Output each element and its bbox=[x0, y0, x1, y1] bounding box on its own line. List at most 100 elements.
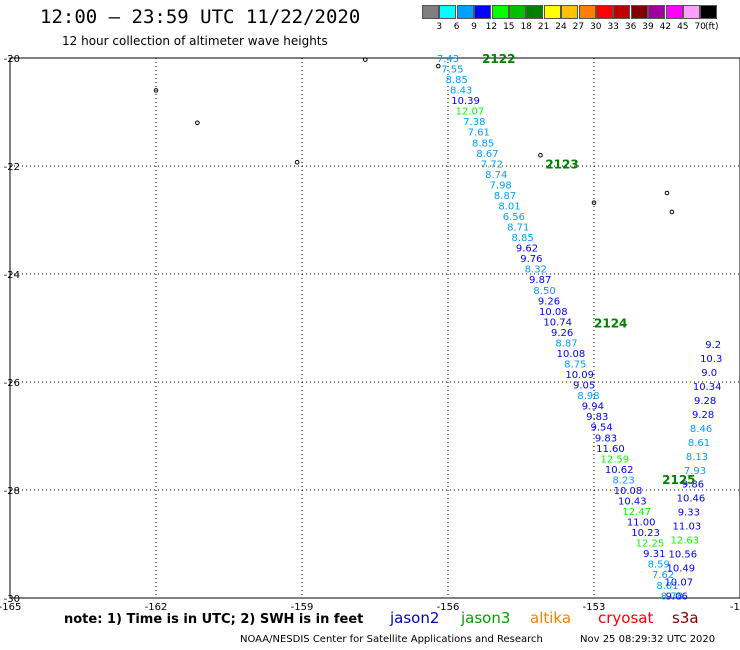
track-label: 2125 bbox=[662, 473, 695, 487]
wave-height-label: 12.63 bbox=[671, 536, 700, 547]
wave-height-label: 10.09 bbox=[565, 370, 594, 381]
wave-height-label: 9.0 bbox=[701, 368, 717, 379]
wave-height-label: 10.34 bbox=[693, 382, 722, 393]
x-tick-label: -165 bbox=[0, 602, 21, 613]
legend-swatch bbox=[491, 5, 509, 19]
y-tick-label: -20 bbox=[4, 54, 20, 65]
wave-height-label: 8.85 bbox=[472, 138, 494, 149]
legend-swatch bbox=[648, 5, 666, 19]
wave-height-label: 8.85 bbox=[511, 233, 533, 244]
legend-label: 24 bbox=[555, 22, 567, 32]
legend-label: 9 bbox=[471, 22, 477, 32]
legend-label: 36 bbox=[624, 22, 637, 32]
wave-height-label: 8.01 bbox=[656, 581, 678, 592]
wave-height-label: 7.93 bbox=[684, 466, 706, 477]
wave-height-label: 7.61 bbox=[468, 128, 490, 139]
legend-swatch bbox=[422, 5, 439, 19]
wave-height-label: 9.76 bbox=[520, 254, 542, 265]
wave-height-label: 8.59 bbox=[648, 560, 670, 571]
wave-height-label: 8.85 bbox=[446, 75, 468, 86]
wave-height-label: 9.83 bbox=[586, 412, 608, 423]
wave-height-label: 9.54 bbox=[591, 423, 613, 434]
wave-height-label: 12.59 bbox=[600, 454, 629, 465]
wave-height-label: 9.87 bbox=[529, 275, 551, 286]
wave-height-label: 7.38 bbox=[463, 117, 485, 128]
wave-height-label: 10.43 bbox=[618, 496, 647, 507]
island-marker bbox=[538, 152, 543, 158]
x-tick-label: -15( bbox=[730, 602, 740, 613]
legend-label: 12 bbox=[485, 22, 498, 32]
wave-height-label: 12.47 bbox=[622, 507, 651, 518]
wave-height-label: 8.46 bbox=[690, 424, 712, 435]
satellite-cryosat: cryosat bbox=[598, 609, 654, 627]
wave-height-label: 8.50 bbox=[533, 286, 555, 297]
legend-unit: (ft) bbox=[705, 22, 719, 32]
wave-height-label: 10.74 bbox=[543, 317, 572, 328]
wave-height-label: 9.62 bbox=[516, 244, 538, 255]
wave-height-label: 9.28 bbox=[692, 410, 714, 421]
island-marker bbox=[591, 200, 597, 206]
satellite-altika: altika bbox=[530, 609, 572, 627]
x-tick-label: -156 bbox=[437, 602, 460, 613]
legend-swatch bbox=[526, 5, 544, 19]
island-marker bbox=[435, 63, 441, 69]
wave-height-label: 8.78 bbox=[661, 591, 683, 602]
wave-height-label: 11.03 bbox=[673, 522, 702, 533]
legend-swatch bbox=[456, 5, 474, 19]
wave-height-label: 9.86 bbox=[682, 480, 704, 491]
wave-height-label: 7.55 bbox=[441, 65, 463, 76]
legend-label: 21 bbox=[537, 22, 550, 32]
generated-timestamp: Nov 25 08:29:32 UTC 2020 bbox=[580, 634, 716, 645]
wave-height-label: 7.72 bbox=[481, 159, 503, 170]
legend-swatch bbox=[700, 5, 718, 19]
wave-height-label: 10.08 bbox=[614, 486, 643, 497]
footer-note: note: 1) Time is in UTC; 2) SWH is in fe… bbox=[64, 612, 364, 627]
wave-height-label: 12.25 bbox=[636, 539, 665, 550]
wave-height-label: 9.26 bbox=[538, 296, 560, 307]
wave-height-label: 8.87 bbox=[494, 191, 516, 202]
wave-height-label: 8.75 bbox=[564, 360, 586, 371]
island-marker bbox=[669, 209, 675, 215]
legend-swatch bbox=[578, 5, 596, 19]
track-label: 2122 bbox=[482, 52, 515, 66]
wave-height-label: 9.94 bbox=[582, 402, 604, 413]
wave-height-label: 8.98 bbox=[577, 391, 599, 402]
wave-height-label: 9.28 bbox=[694, 396, 716, 407]
wave-height-label: 12.07 bbox=[456, 107, 485, 118]
legend-label: 33 bbox=[607, 22, 619, 32]
wave-height-label: 10.23 bbox=[631, 528, 660, 539]
legend-label: 3 bbox=[436, 22, 443, 32]
wave-height-label: 8.71 bbox=[507, 223, 529, 234]
wave-height-label: 8.67 bbox=[476, 149, 498, 160]
satellite-jason3: jason3 bbox=[461, 609, 511, 627]
legend-label: 70 bbox=[694, 22, 706, 32]
wave-height-label: 10.08 bbox=[557, 349, 586, 360]
wave-height-label: 8.61 bbox=[688, 438, 710, 449]
legend-swatch bbox=[630, 5, 648, 19]
wave-height-label: 10.08 bbox=[539, 307, 568, 318]
y-tick-label: -28 bbox=[4, 486, 20, 497]
legend-swatch bbox=[665, 5, 683, 19]
wave-height-label: 10.62 bbox=[605, 465, 634, 476]
y-tick-label: -24 bbox=[4, 270, 20, 281]
legend-label: 15 bbox=[503, 22, 515, 32]
page-title: 12:00 – 23:59 UTC 11/22/2020 bbox=[40, 6, 361, 28]
y-tick-label: -26 bbox=[4, 378, 20, 389]
wave-height-label: 10.46 bbox=[677, 494, 706, 505]
wave-height-label: 11.00 bbox=[627, 518, 656, 529]
wave-height-label: 9.05 bbox=[573, 381, 595, 392]
wave-height-label: 6.56 bbox=[503, 212, 525, 223]
legend-swatch bbox=[474, 5, 492, 19]
credit-line: NOAA/NESDIS Center for Satellite Applica… bbox=[240, 634, 543, 645]
legend-swatch bbox=[561, 5, 579, 19]
wave-height-label: 7.43 bbox=[437, 54, 459, 65]
wave-height-label: 11.60 bbox=[596, 444, 625, 455]
legend-label: 27 bbox=[572, 22, 585, 32]
y-tick-label: -22 bbox=[4, 162, 20, 173]
wave-height-label: 9.06 bbox=[666, 591, 688, 602]
wave-height-label: 7.62 bbox=[652, 570, 674, 581]
legend-swatch bbox=[613, 5, 631, 19]
legend-swatch bbox=[543, 5, 561, 19]
wave-height-label: 8.32 bbox=[525, 265, 547, 276]
